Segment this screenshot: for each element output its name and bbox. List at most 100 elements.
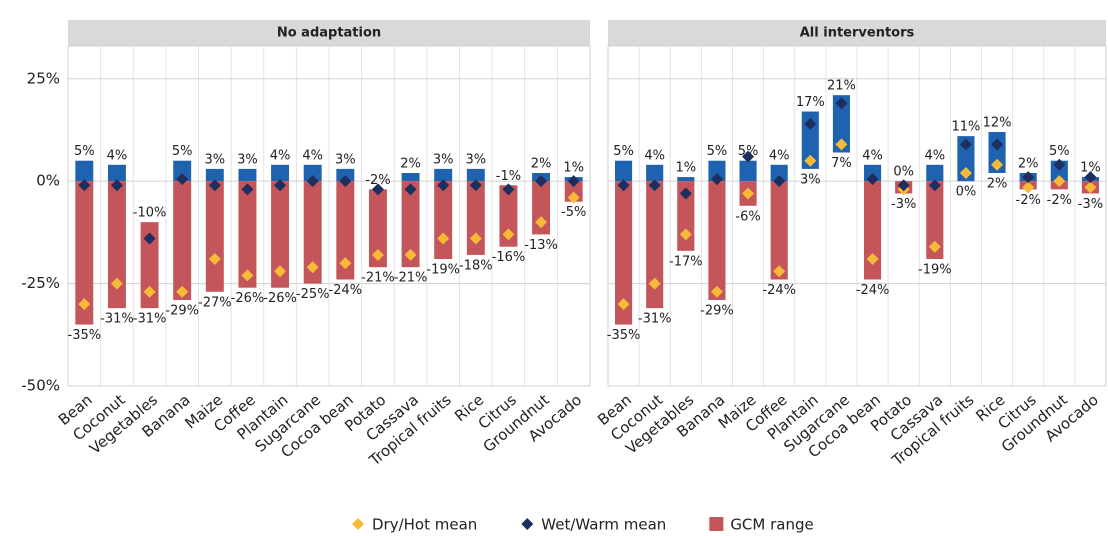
low-label: -35% xyxy=(607,328,641,343)
low-label: -5% xyxy=(561,205,586,220)
range-positive xyxy=(466,168,485,182)
y-tick-label: 25% xyxy=(27,69,60,87)
mean-marker xyxy=(208,253,221,266)
high-label: 1% xyxy=(1080,161,1101,176)
legend-swatch xyxy=(521,518,534,530)
mean-marker xyxy=(502,228,515,241)
low-label: -17% xyxy=(669,254,703,269)
low-label: -6% xyxy=(735,209,760,224)
high-label: 4% xyxy=(925,148,946,163)
mean-marker xyxy=(1053,158,1066,171)
mean-marker xyxy=(208,179,221,192)
range-positive xyxy=(801,111,819,169)
range-negative xyxy=(926,181,944,260)
range-positive xyxy=(615,160,633,182)
low-label: -2% xyxy=(1047,193,1072,208)
low-label: -31% xyxy=(638,312,672,327)
mean-marker xyxy=(804,154,817,167)
high-label: 2% xyxy=(1018,156,1039,171)
mean-marker xyxy=(306,261,319,274)
high-label: 5% xyxy=(172,144,193,159)
mean-marker xyxy=(959,138,972,151)
high-label: 2% xyxy=(400,156,421,171)
high-label: 3% xyxy=(466,152,487,167)
low-label: -21% xyxy=(361,271,395,286)
mean-marker xyxy=(648,179,661,192)
mean-marker xyxy=(339,175,352,188)
high-label: 5% xyxy=(613,144,634,159)
high-label: 17% xyxy=(796,95,825,110)
mean-marker xyxy=(1053,175,1066,188)
range-positive xyxy=(926,164,944,182)
high-label: 3% xyxy=(433,152,454,167)
range-negative xyxy=(466,181,485,255)
mean-marker xyxy=(710,285,723,298)
mean-marker xyxy=(241,183,254,196)
mean-marker xyxy=(1022,171,1035,184)
high-label: 4% xyxy=(862,148,883,163)
low-label: -27% xyxy=(198,295,232,310)
high-label: 1% xyxy=(563,161,584,176)
high-label: 3% xyxy=(205,152,226,167)
low-label: -2% xyxy=(1016,193,1041,208)
mean-marker xyxy=(835,97,848,110)
high-label: -2% xyxy=(365,173,390,188)
panel-header xyxy=(608,20,1106,46)
range-negative xyxy=(401,181,420,268)
mean-marker xyxy=(567,191,580,204)
low-label: 7% xyxy=(831,156,852,171)
high-label: 5% xyxy=(707,144,728,159)
low-label: -19% xyxy=(918,263,952,278)
mean-marker xyxy=(176,285,189,298)
low-label: -35% xyxy=(68,328,102,343)
range-negative xyxy=(238,181,257,288)
range-positive xyxy=(832,95,850,153)
range-negative xyxy=(303,181,322,284)
low-label: -25% xyxy=(296,287,330,302)
mean-marker xyxy=(710,173,723,186)
range-positive xyxy=(205,168,224,182)
high-label: 1% xyxy=(676,161,697,176)
mean-marker xyxy=(78,298,91,311)
low-label: -31% xyxy=(100,312,134,327)
mean-marker xyxy=(1022,181,1035,194)
mean-marker xyxy=(78,179,91,192)
mean-marker xyxy=(617,298,630,311)
range-positive xyxy=(238,168,257,182)
mean-marker xyxy=(959,166,972,179)
range-negative xyxy=(140,222,159,309)
low-label: -21% xyxy=(394,271,428,286)
range-negative xyxy=(368,189,387,268)
range-positive xyxy=(107,164,126,182)
low-label: -31% xyxy=(133,312,167,327)
mean-marker xyxy=(1084,181,1097,194)
low-label: 0% xyxy=(956,185,977,200)
mean-marker xyxy=(742,187,755,200)
mean-marker xyxy=(437,232,450,245)
low-label: -3% xyxy=(1078,197,1103,212)
mean-marker xyxy=(617,179,630,192)
range-positive xyxy=(271,164,290,182)
low-label: -19% xyxy=(426,263,460,278)
high-label: 5% xyxy=(1049,144,1070,159)
range-positive xyxy=(957,136,975,182)
low-label: -24% xyxy=(762,283,796,298)
mean-marker xyxy=(143,232,156,245)
high-label: 4% xyxy=(107,148,128,163)
low-label: -18% xyxy=(459,258,493,273)
mean-marker xyxy=(404,248,417,261)
mean-marker xyxy=(371,183,384,196)
mean-marker xyxy=(469,232,482,245)
low-label: -24% xyxy=(856,283,890,298)
low-label: -16% xyxy=(492,250,526,265)
low-label: -26% xyxy=(231,291,265,306)
mean-marker xyxy=(437,179,450,192)
mean-marker xyxy=(567,175,580,188)
range-negative xyxy=(336,181,355,280)
range-positive xyxy=(988,132,1006,173)
range-positive xyxy=(708,160,726,182)
mean-marker xyxy=(469,179,482,192)
range-positive xyxy=(864,164,882,182)
mean-marker xyxy=(371,248,384,261)
mean-marker xyxy=(773,175,786,188)
